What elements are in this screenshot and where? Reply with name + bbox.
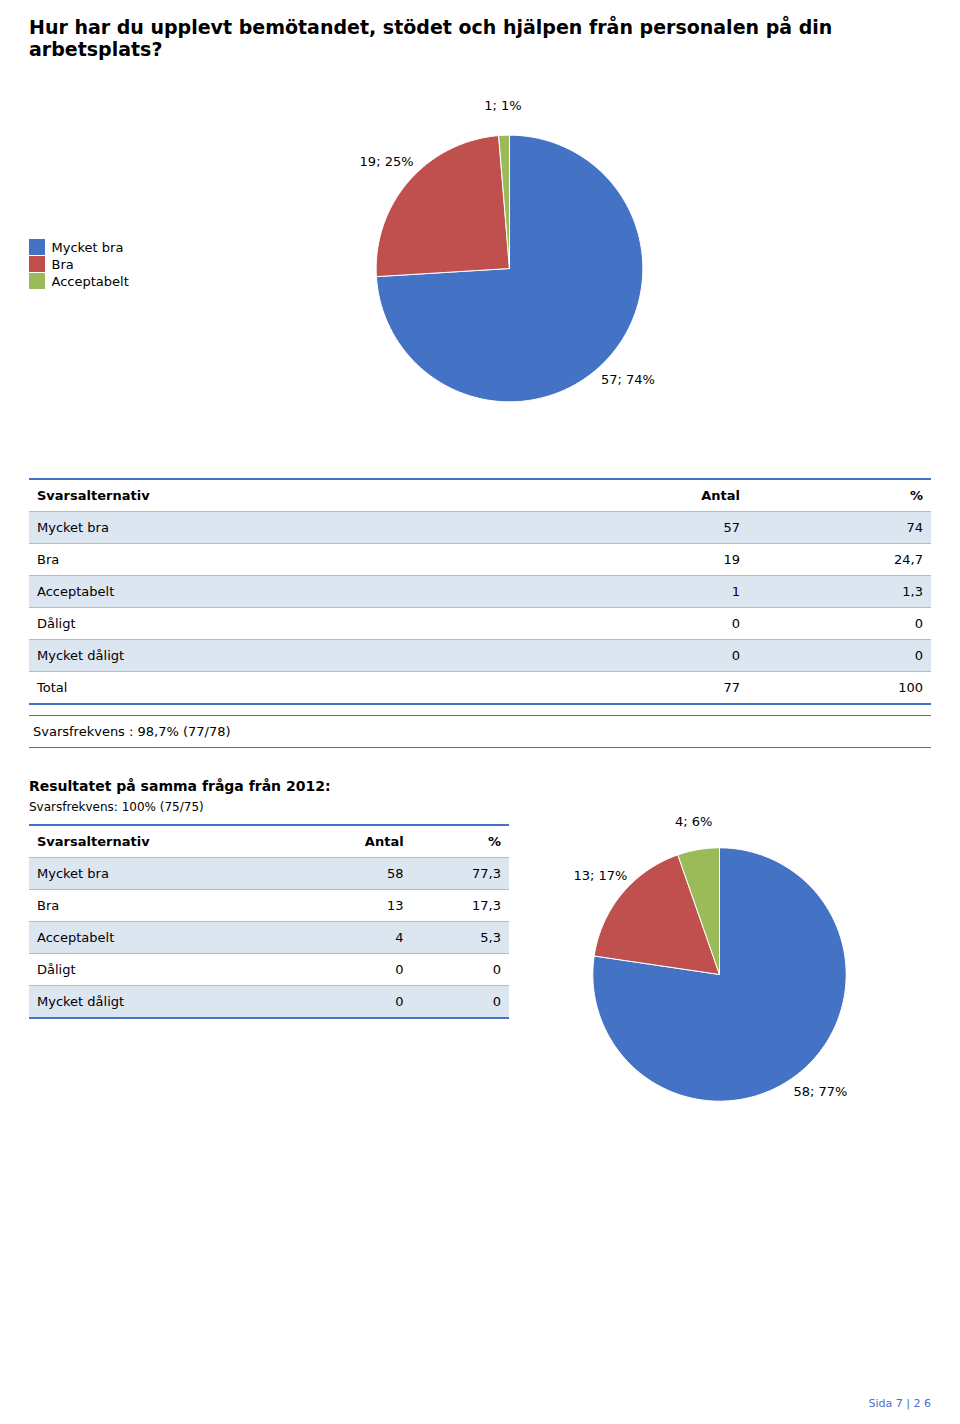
html-text:Bra: Bra <box>37 552 60 567</box>
html-text:Acceptabelt: Acceptabelt <box>37 584 115 599</box>
html-text:17,3: 17,3 <box>472 898 501 913</box>
html-text:Acceptabelt: Acceptabelt <box>37 930 115 945</box>
html-text:Resultatet på samma fråga från: Resultatet på samma fråga från 2012: <box>29 778 331 794</box>
html-text:Svarsalternativ: Svarsalternativ <box>37 488 150 503</box>
svg-text:1; 1%: 1; 1% <box>484 98 521 113</box>
html-text:0: 0 <box>731 616 740 631</box>
html-text:Bra: Bra <box>51 256 74 272</box>
html-text:Dåligt: Dåligt <box>37 962 76 977</box>
html-text:Mycket bra: Mycket bra <box>51 239 124 255</box>
html-text:57: 57 <box>723 520 740 535</box>
html-text:Antal: Antal <box>364 834 404 849</box>
html-text:Mycket dåligt: Mycket dåligt <box>37 994 125 1009</box>
html-text:77,3: 77,3 <box>472 866 501 881</box>
svg-text:4; 6%: 4; 6% <box>675 814 712 829</box>
html-text:Svarsalternativ: Svarsalternativ <box>37 834 150 849</box>
html-text:Bra: Bra <box>37 898 60 913</box>
html-text:0: 0 <box>914 616 923 631</box>
html-text:0: 0 <box>492 962 501 977</box>
html-text:Total: Total <box>37 680 68 695</box>
svg-text:19; 25%: 19; 25% <box>360 154 414 169</box>
html-text:Antal: Antal <box>701 488 740 503</box>
html-text:58: 58 <box>387 866 404 881</box>
html-text:Mycket bra: Mycket bra <box>37 520 109 535</box>
html-text:1: 1 <box>731 584 740 599</box>
html-text:Svarsfrekvens: 100% (75/75): Svarsfrekvens: 100% (75/75) <box>29 800 204 814</box>
html-text:0: 0 <box>395 994 404 1009</box>
html-text:Acceptabelt: Acceptabelt <box>51 273 129 289</box>
html-text:4: 4 <box>395 930 404 945</box>
html-text:Mycket dåligt: Mycket dåligt <box>37 648 125 663</box>
html-text:Hur har du upplevt bemötandet,: Hur har du upplevt bemötandet, stödet oc… <box>29 16 833 60</box>
html-text:Dåligt: Dåligt <box>37 616 76 631</box>
html-text:77: 77 <box>723 680 740 695</box>
html-text:Mycket bra: Mycket bra <box>37 866 109 881</box>
html-text:0: 0 <box>492 994 501 1009</box>
svg-text:13; 17%: 13; 17% <box>573 868 627 883</box>
html-text:1,3: 1,3 <box>902 584 923 599</box>
html-text:0: 0 <box>731 648 740 663</box>
html-text:100: 100 <box>898 680 923 695</box>
svg-text:58; 77%: 58; 77% <box>793 1084 847 1099</box>
html-text:0: 0 <box>914 648 923 663</box>
html-text:13: 13 <box>387 898 404 913</box>
html-text:Sida 7 | 2 6: Sida 7 | 2 6 <box>868 1397 931 1410</box>
html-text:74: 74 <box>906 520 923 535</box>
html-text:Svarsfrekvens : 98,7% (77/78): Svarsfrekvens : 98,7% (77/78) <box>33 724 231 739</box>
html-text:0: 0 <box>395 962 404 977</box>
html-text:19: 19 <box>723 552 740 567</box>
html-text:24,7: 24,7 <box>894 552 923 567</box>
svg-text:57; 74%: 57; 74% <box>601 372 655 387</box>
html-text:5,3: 5,3 <box>480 930 501 945</box>
